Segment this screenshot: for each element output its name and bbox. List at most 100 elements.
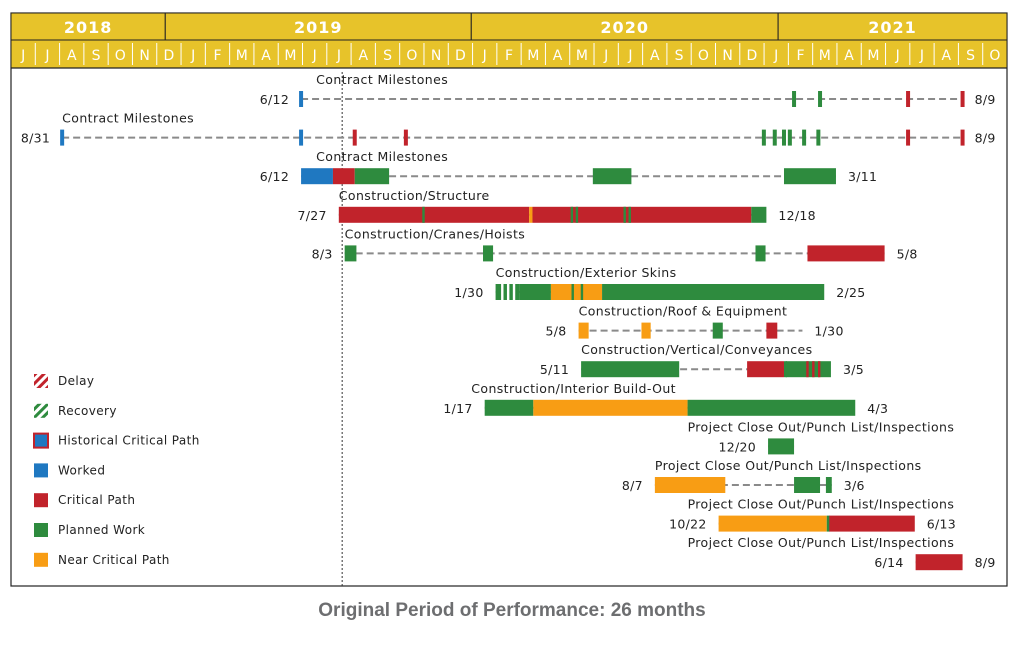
task-bar-planned-work — [783, 168, 836, 185]
start-date-label: 7/27 — [298, 208, 327, 223]
legend-item: Planned Work — [34, 523, 145, 537]
task-label: Construction/Exterior Skins — [496, 265, 677, 280]
month-label: A — [553, 48, 563, 64]
month-label: O — [698, 48, 709, 64]
legend-label: Delay — [58, 374, 94, 388]
legend-item: Worked — [34, 463, 105, 478]
month-label: J — [336, 48, 341, 64]
start-date-label: 6/14 — [874, 555, 903, 570]
bar-mark — [570, 206, 574, 223]
task-bar-planned-work — [581, 361, 680, 378]
task-label: Construction/Interior Build-Out — [471, 381, 676, 396]
milestone-tick-planned-work — [802, 129, 807, 146]
start-date-label: 10/22 — [669, 517, 707, 532]
task-label: Project Close Out/Punch List/Inspections — [655, 458, 922, 473]
legend-label: Critical Path — [58, 493, 135, 507]
task-bar-planned-work — [751, 206, 767, 223]
milestone-tick-critical-path — [960, 91, 965, 107]
task-label: Contract Milestones — [62, 111, 194, 126]
milestone-tick-planned-work — [787, 129, 792, 146]
task-row: Construction/Cranes/Hoists 8/3 5/8 — [312, 226, 917, 262]
start-date-label: 12/20 — [719, 439, 757, 454]
month-label: O — [406, 48, 417, 64]
task-bar-worked — [301, 168, 333, 185]
year-label: 2018 — [64, 18, 113, 37]
task-label: Construction/Roof & Equipment — [579, 304, 788, 319]
month-label: N — [431, 48, 441, 64]
bar-mark — [580, 284, 584, 300]
month-label: S — [383, 48, 392, 64]
bar-mark — [512, 284, 516, 300]
year-label: 2019 — [294, 18, 343, 37]
month-label: A — [844, 48, 854, 64]
bar-mark — [575, 206, 579, 223]
legend-item: Delay — [34, 374, 94, 388]
legend-item: Near Critical Path — [34, 552, 170, 567]
month-label: N — [139, 48, 149, 64]
legend-swatch — [34, 552, 48, 567]
milestone-tick-planned-work — [772, 129, 777, 146]
bar-mark — [628, 206, 631, 223]
milestone-tick-planned-work — [816, 129, 821, 146]
task-row: Project Close Out/Punch List/Inspections… — [669, 497, 956, 532]
task-bar-near-critical-path — [578, 322, 589, 339]
task-label: Contract Milestones — [316, 72, 448, 87]
task-label: Construction/Vertical/Conveyances — [581, 342, 812, 357]
month-label: A — [358, 48, 368, 64]
milestone-tick-planned-work — [792, 91, 797, 107]
month-label: S — [92, 48, 101, 64]
milestone-tick-worked — [299, 129, 304, 146]
bar-mark — [818, 361, 821, 378]
month-label: D — [164, 48, 175, 64]
legend-item: Critical Path — [34, 493, 135, 508]
legend-swatch — [34, 374, 48, 388]
end-date-label: 3/6 — [844, 478, 865, 493]
end-date-label: 3/11 — [848, 169, 877, 184]
task-bar-planned-work — [602, 284, 825, 300]
task-bar-planned-work — [592, 168, 632, 185]
task-row: Construction/Interior Build-Out 1/17 4/3 — [443, 381, 888, 416]
milestone-tick-critical-path — [403, 129, 408, 146]
milestone-tick-critical-path — [906, 129, 911, 146]
start-date-label: 8/31 — [21, 131, 50, 146]
year-label: 2021 — [868, 18, 917, 37]
legend-item: Historical Critical Path — [33, 432, 199, 449]
month-label: J — [482, 48, 487, 64]
task-bar-planned-work — [794, 477, 821, 493]
month-label: J — [44, 48, 49, 64]
bar-mark — [501, 284, 504, 300]
task-row: Construction/Structure 7/27 12/18 — [298, 188, 816, 223]
task-label: Project Close Out/Punch List/Inspections — [688, 497, 955, 512]
month-label: J — [627, 48, 632, 64]
bar-mark — [812, 361, 815, 378]
month-label: N — [722, 48, 732, 64]
legend-label: Recovery — [58, 404, 117, 418]
task-row: Contract Milestones 6/12 3/11 — [260, 149, 877, 185]
task-bar-planned-work — [484, 399, 534, 416]
task-bar-critical-path — [747, 361, 784, 378]
task-bar-near-critical-path — [550, 284, 603, 300]
task-bar-critical-path — [532, 206, 752, 223]
task-label: Project Close Out/Punch List/Inspections — [688, 419, 955, 434]
legend-swatch — [34, 463, 48, 478]
task-row: Construction/Vertical/Conveyances 5/11 3/5 — [540, 342, 864, 378]
task-bar-planned-work — [354, 168, 390, 185]
task-bar-near-critical-path — [533, 399, 688, 416]
start-date-label: 6/12 — [260, 92, 289, 107]
month-label: J — [603, 48, 608, 64]
milestone-tick-critical-path — [960, 129, 965, 146]
task-bar-planned-work — [687, 399, 856, 416]
legend-swatch — [33, 432, 49, 449]
end-date-label: 3/5 — [843, 362, 864, 377]
legend-label: Near Critical Path — [58, 553, 170, 567]
task-bar-planned-work — [825, 477, 832, 493]
start-date-label: 1/30 — [454, 285, 483, 300]
month-label: O — [989, 48, 1000, 64]
month-label: M — [576, 48, 588, 64]
task-bar-near-critical-path — [529, 206, 533, 223]
start-date-label: 8/3 — [312, 246, 333, 261]
month-label: A — [941, 48, 951, 64]
task-row: Construction/Roof & Equipment 5/8 1/30 — [546, 304, 843, 339]
task-label: Construction/Cranes/Hoists — [345, 226, 526, 241]
